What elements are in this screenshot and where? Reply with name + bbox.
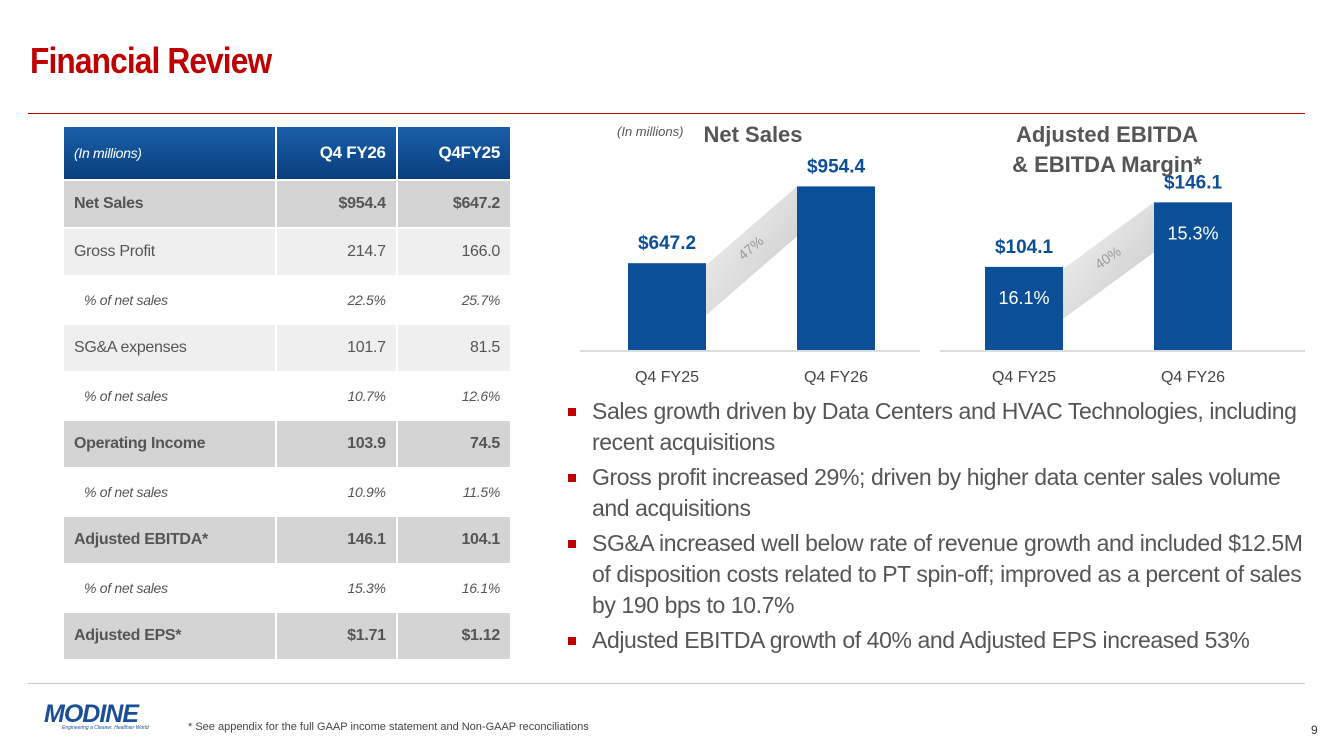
chart-title: Adjusted EBITDA & EBITDA Margin* bbox=[1012, 122, 1202, 177]
table-cell: Adjusted EPS* bbox=[61, 611, 278, 661]
header-row: (In millions) Q4 FY26 Q4FY25 bbox=[61, 125, 513, 181]
chart-title: Net Sales bbox=[703, 122, 803, 147]
bullet: Adjusted EBITDA growth of 40% and Adjust… bbox=[568, 625, 1308, 656]
value-label: $954.4 bbox=[807, 156, 866, 177]
x-tick-label: Q4 FY26 bbox=[1161, 369, 1225, 386]
logo-tagline: Engineering a Cleaner, Healthier World bbox=[62, 725, 149, 731]
bar bbox=[628, 263, 706, 350]
table-cell: 11.5% bbox=[395, 467, 513, 517]
table-cell: $954.4 bbox=[275, 179, 398, 229]
table-cell: 10.9% bbox=[275, 467, 398, 517]
table-row: Net Sales $954.4 $647.2 bbox=[61, 179, 513, 229]
bullet: SG&A increased well below rate of revenu… bbox=[568, 528, 1308, 621]
table-row: % of net sales 10.7% 12.6% bbox=[61, 371, 513, 421]
table-row: SG&A expenses 101.7 81.5 bbox=[61, 323, 513, 373]
value-label: $104.1 bbox=[995, 237, 1054, 258]
table-cell: 166.0 bbox=[395, 227, 513, 277]
footnote: * See appendix for the full GAAP income … bbox=[188, 721, 589, 733]
table-cell: Net Sales bbox=[61, 179, 278, 229]
table-cell: $1.12 bbox=[395, 611, 513, 661]
table-row: Adjusted EPS* $1.71 $1.12 bbox=[61, 611, 513, 661]
header-cell: Q4 FY26 bbox=[275, 125, 398, 181]
x-tick-label: Q4 FY25 bbox=[992, 369, 1056, 386]
financial-table: (In millions) Q4 FY26 Q4FY25 Net Sales $9… bbox=[61, 125, 513, 661]
table-cell: 74.5 bbox=[395, 419, 513, 469]
table-row: Adjusted EBITDA* 146.1 104.1 bbox=[61, 515, 513, 565]
table-cell: 103.9 bbox=[275, 419, 398, 469]
table-cell: % of net sales bbox=[61, 467, 278, 517]
table-cell: 12.6% bbox=[395, 371, 513, 421]
bullet: Sales growth driven by Data Centers and … bbox=[568, 396, 1308, 458]
table-row: % of net sales 15.3% 16.1% bbox=[61, 563, 513, 613]
table-row: Gross Profit 214.7 166.0 bbox=[61, 227, 513, 277]
header-cell: Q4FY25 bbox=[395, 125, 513, 181]
table-cell: Gross Profit bbox=[61, 227, 278, 277]
page-number: 9 bbox=[1311, 723, 1318, 737]
table-row: % of net sales 22.5% 25.7% bbox=[61, 275, 513, 325]
table-cell: Operating Income bbox=[61, 419, 278, 469]
bar bbox=[1154, 202, 1232, 350]
bullet: Gross profit increased 29%; driven by hi… bbox=[568, 462, 1308, 524]
header-cell: (In millions) bbox=[61, 125, 278, 181]
inner-label: 15.3% bbox=[1167, 223, 1218, 243]
slide-title: Financial Review bbox=[30, 40, 272, 81]
table-cell: 101.7 bbox=[275, 323, 398, 373]
table-cell: SG&A expenses bbox=[61, 323, 278, 373]
table-cell: $647.2 bbox=[395, 179, 513, 229]
table-row: % of net sales 10.9% 11.5% bbox=[61, 467, 513, 517]
table-cell: 81.5 bbox=[395, 323, 513, 373]
table-row: Operating Income 103.9 74.5 bbox=[61, 419, 513, 469]
table-cell: 25.7% bbox=[395, 275, 513, 325]
table-cell: 104.1 bbox=[395, 515, 513, 565]
table-cell: 15.3% bbox=[275, 563, 398, 613]
inner-label: 16.1% bbox=[998, 288, 1049, 308]
growth-band bbox=[706, 186, 797, 316]
growth-band bbox=[1063, 202, 1154, 319]
x-tick-label: Q4 FY25 bbox=[635, 369, 699, 386]
bullet-list: Sales growth driven by Data Centers and … bbox=[568, 396, 1308, 660]
title-rule bbox=[28, 113, 1305, 114]
table-cell: 146.1 bbox=[275, 515, 398, 565]
footer-rule bbox=[28, 683, 1305, 684]
bar bbox=[985, 266, 1063, 350]
logo: MODINE bbox=[44, 700, 139, 728]
table-cell: % of net sales bbox=[61, 563, 278, 613]
table-cell: 10.7% bbox=[275, 371, 398, 421]
table-cell: % of net sales bbox=[61, 371, 278, 421]
chart-note: (In millions) bbox=[617, 124, 684, 139]
bar bbox=[797, 186, 875, 350]
x-tick-label: Q4 FY26 bbox=[804, 369, 868, 386]
value-label: $647.2 bbox=[638, 233, 696, 254]
table-cell: 22.5% bbox=[275, 275, 398, 325]
table-cell: $1.71 bbox=[275, 611, 398, 661]
table-cell: 214.7 bbox=[275, 227, 398, 277]
table-cell: % of net sales bbox=[61, 275, 278, 325]
table-cell: Adjusted EBITDA* bbox=[61, 515, 278, 565]
table-cell: 16.1% bbox=[395, 563, 513, 613]
value-label: $146.1 bbox=[1164, 172, 1223, 193]
